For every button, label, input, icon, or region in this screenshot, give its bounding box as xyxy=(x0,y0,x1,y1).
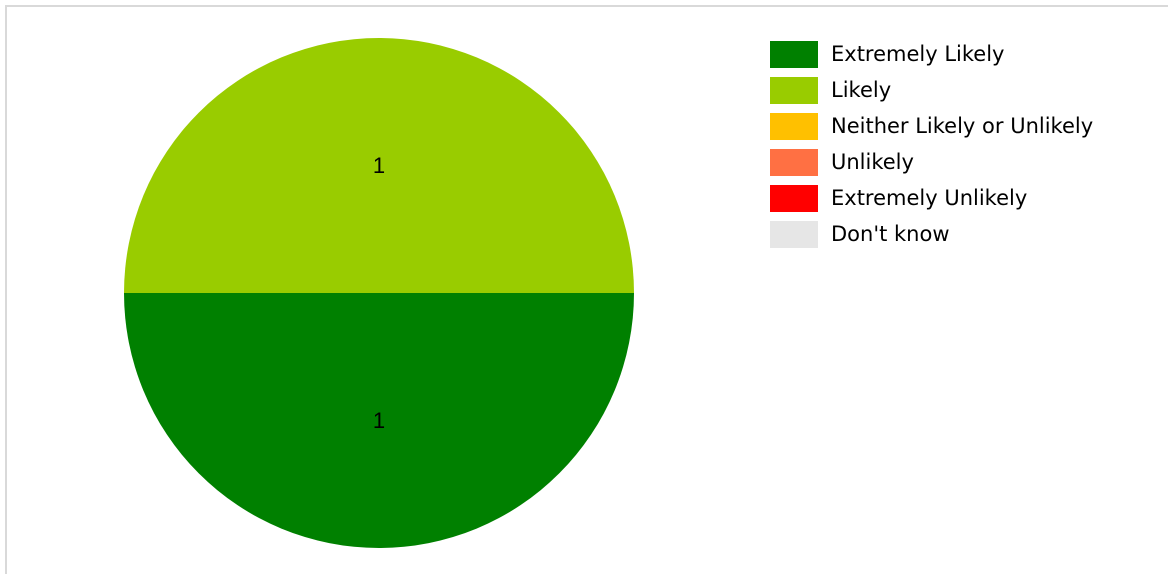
legend-swatch xyxy=(770,184,818,212)
legend-label: Extremely Likely xyxy=(831,42,1005,66)
legend-swatch xyxy=(770,76,818,104)
legend-swatch xyxy=(770,40,818,68)
legend-label: Don't know xyxy=(831,222,950,246)
legend-swatch xyxy=(770,148,818,176)
pie-slice-extremely-likely[interactable] xyxy=(124,293,634,548)
slice-data-label: 1 xyxy=(373,408,385,433)
legend-item[interactable]: Neither Likely or Unlikely xyxy=(770,108,1093,144)
slice-data-label: 1 xyxy=(373,153,385,178)
legend-item[interactable]: Extremely Likely xyxy=(770,36,1093,72)
pie-slice-likely[interactable] xyxy=(124,38,634,293)
legend-item[interactable]: Likely xyxy=(770,72,1093,108)
legend-label: Neither Likely or Unlikely xyxy=(831,114,1094,138)
legend-item[interactable]: Don't know xyxy=(770,216,1093,252)
legend-label: Likely xyxy=(831,78,892,102)
legend-swatch xyxy=(770,112,818,140)
legend-label: Unlikely xyxy=(831,150,914,174)
legend-item[interactable]: Extremely Unlikely xyxy=(770,180,1093,216)
legend-label: Extremely Unlikely xyxy=(831,186,1028,210)
chart-legend: Extremely Likely Likely Neither Likely or … xyxy=(770,36,1093,252)
legend-swatch xyxy=(770,220,818,248)
legend-item[interactable]: Unlikely xyxy=(770,144,1093,180)
